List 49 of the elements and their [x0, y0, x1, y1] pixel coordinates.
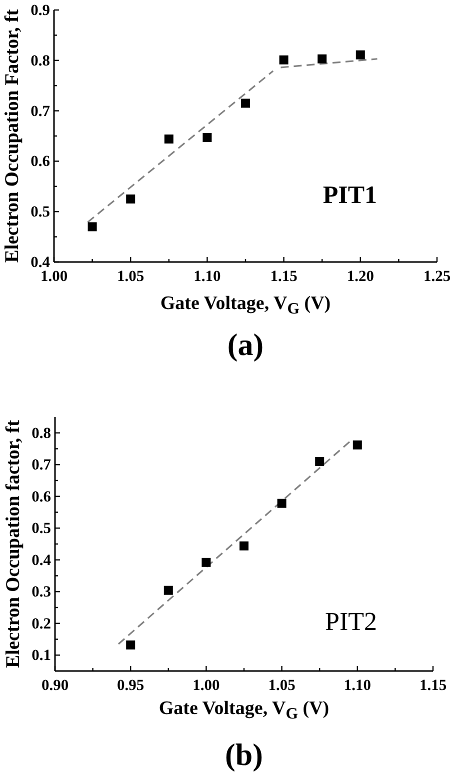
x-tick-label: 0.90 — [41, 677, 69, 694]
text: (a) — [227, 326, 264, 362]
x-tick-label: 1.10 — [344, 677, 372, 694]
point — [240, 541, 248, 550]
y-tick-label: 0.2 — [32, 615, 52, 632]
point — [315, 456, 324, 466]
point — [202, 133, 212, 142]
point — [88, 222, 97, 232]
x-axis-title: Gate Voltage, V$_{G}$ (V) — [160, 292, 331, 318]
point — [202, 558, 211, 567]
x-tick-label: 1.00 — [192, 677, 220, 694]
y-tick-label: 0.1 — [32, 647, 51, 664]
x-tick-label: 1.00 — [40, 268, 68, 285]
x-tick-label: 1.05 — [268, 677, 296, 694]
point — [126, 194, 136, 204]
point — [352, 440, 362, 450]
x-tick-label: 1.15 — [270, 268, 298, 285]
x-tick-label: 1.15 — [419, 677, 447, 694]
point — [164, 134, 174, 144]
point — [356, 50, 365, 60]
y-tick-label: 0.7 — [30, 102, 50, 120]
y-axis-title: Electron Occupation Factor, ft — [2, 9, 24, 263]
y-axis-title: Electron Occupation factor, ft — [2, 420, 24, 668]
point — [126, 640, 136, 650]
text: (b) — [225, 736, 263, 772]
annotation: PIT1 — [322, 182, 377, 209]
x-tick-label: 1.20 — [346, 268, 374, 285]
point — [279, 55, 288, 64]
y-tick-label: 0.9 — [30, 2, 50, 19]
x-tick-label: 1.10 — [194, 268, 222, 285]
y-tick-label: 0.5 — [30, 204, 50, 221]
y-tick-label: 0.5 — [32, 520, 52, 538]
point — [277, 498, 286, 508]
y-tick-label: 0.3 — [32, 584, 52, 601]
y-tick-label: 0.8 — [30, 52, 50, 70]
y-tick-label: 0.6 — [30, 153, 50, 170]
y-tick-label: 0.7 — [32, 456, 52, 474]
point — [164, 586, 173, 595]
x-axis-title: Gate Voltage, V$_{G}$ (V) — [158, 698, 330, 724]
y-tick-label: 0.4 — [32, 552, 52, 569]
annotation: PIT2 — [325, 607, 377, 636]
x-tick-label: 0.95 — [117, 677, 144, 694]
y-tick-label: 0.4 — [30, 254, 50, 271]
y-tick-label: 0.8 — [32, 424, 52, 442]
point — [241, 98, 250, 108]
x-tick-label: 1.25 — [423, 268, 451, 285]
x-tick-label: 1.05 — [117, 268, 144, 285]
y-tick-label: 0.6 — [32, 488, 52, 506]
point — [318, 54, 327, 64]
